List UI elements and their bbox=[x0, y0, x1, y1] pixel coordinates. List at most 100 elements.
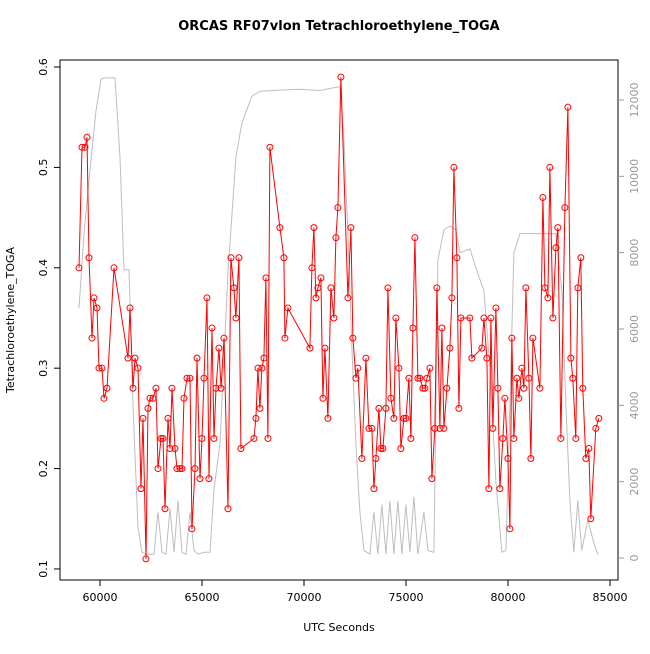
plot-frame bbox=[59, 59, 619, 581]
data-point bbox=[574, 284, 582, 292]
data-point bbox=[173, 465, 181, 473]
data-point bbox=[536, 384, 544, 392]
x-tick-label: 65000 bbox=[184, 591, 219, 604]
data-point bbox=[95, 364, 103, 372]
data-point bbox=[332, 234, 340, 242]
data-point bbox=[379, 444, 387, 452]
data-point bbox=[433, 284, 441, 292]
data-point bbox=[144, 404, 152, 412]
data-point bbox=[200, 374, 208, 382]
data-point bbox=[496, 485, 504, 493]
data-point bbox=[90, 294, 98, 302]
data-point bbox=[191, 465, 199, 473]
data-point bbox=[224, 505, 232, 513]
data-point bbox=[468, 354, 476, 362]
data-point bbox=[210, 434, 218, 442]
data-point bbox=[518, 364, 526, 372]
data-point bbox=[377, 444, 385, 452]
data-point bbox=[372, 455, 380, 463]
data-point bbox=[319, 394, 327, 402]
y2-tick-label: 12000 bbox=[628, 83, 641, 118]
y2-tick-label: 10000 bbox=[628, 159, 641, 194]
data-point bbox=[409, 324, 417, 332]
data-point bbox=[337, 73, 345, 81]
data-point bbox=[208, 324, 216, 332]
data-point bbox=[438, 324, 446, 332]
x-tick-label: 85000 bbox=[593, 591, 628, 604]
data-point bbox=[78, 143, 86, 151]
data-point bbox=[419, 384, 427, 392]
data-point bbox=[284, 304, 292, 312]
data-point bbox=[183, 374, 191, 382]
data-point bbox=[546, 163, 554, 171]
data-point bbox=[81, 143, 89, 151]
data-point bbox=[544, 294, 552, 302]
y-tick-label: 0.1 bbox=[37, 560, 50, 578]
data-point bbox=[188, 525, 196, 533]
data-point bbox=[131, 354, 139, 362]
data-point bbox=[411, 234, 419, 242]
data-point bbox=[506, 525, 514, 533]
data-point bbox=[88, 334, 96, 342]
data-point bbox=[489, 424, 497, 432]
data-point bbox=[483, 354, 491, 362]
data-point bbox=[75, 264, 83, 272]
data-point bbox=[375, 404, 383, 412]
data-point bbox=[480, 314, 488, 322]
data-point bbox=[280, 254, 288, 262]
x-tick-label: 80000 bbox=[491, 591, 526, 604]
data-point bbox=[258, 364, 266, 372]
data-point bbox=[557, 434, 565, 442]
data-point bbox=[232, 314, 240, 322]
y-tick-label: 0.3 bbox=[37, 359, 50, 377]
data-point bbox=[362, 354, 370, 362]
x-axis-label: UTC Seconds bbox=[303, 621, 375, 634]
data-point bbox=[513, 374, 521, 382]
data-point bbox=[450, 163, 458, 171]
data-point bbox=[310, 224, 318, 232]
data-point bbox=[235, 254, 243, 262]
data-point bbox=[205, 475, 213, 483]
data-point bbox=[344, 294, 352, 302]
data-point bbox=[478, 344, 486, 352]
data-point bbox=[592, 424, 600, 432]
data-point bbox=[431, 424, 439, 432]
data-point bbox=[264, 434, 272, 442]
data-point bbox=[508, 334, 516, 342]
data-point bbox=[387, 394, 395, 402]
data-point bbox=[407, 434, 415, 442]
y-tick-label: 0.4 bbox=[37, 259, 50, 277]
data-point bbox=[510, 434, 518, 442]
data-point bbox=[567, 354, 575, 362]
data-point bbox=[405, 374, 413, 382]
data-point bbox=[166, 444, 174, 452]
data-point bbox=[154, 465, 162, 473]
data-point bbox=[416, 374, 424, 382]
data-point bbox=[193, 354, 201, 362]
data-point bbox=[334, 204, 342, 212]
data-point bbox=[262, 274, 270, 282]
data-point bbox=[142, 555, 150, 563]
data-point bbox=[520, 384, 528, 392]
data-point bbox=[561, 204, 569, 212]
data-point bbox=[308, 264, 316, 272]
data-point bbox=[499, 434, 507, 442]
data-point bbox=[250, 434, 258, 442]
data-point bbox=[554, 224, 562, 232]
data-point bbox=[455, 404, 463, 412]
y-tick-label: 0.6 bbox=[37, 58, 50, 76]
secondary-line bbox=[78, 77, 599, 556]
data-point bbox=[324, 414, 332, 422]
data-point bbox=[100, 394, 108, 402]
data-point bbox=[522, 284, 530, 292]
data-point bbox=[423, 374, 431, 382]
data-point bbox=[448, 294, 456, 302]
data-point bbox=[457, 314, 465, 322]
y2-tick-label: 8000 bbox=[628, 239, 641, 267]
data-point bbox=[541, 284, 549, 292]
data-point bbox=[215, 344, 223, 352]
data-point bbox=[152, 384, 160, 392]
data-point bbox=[256, 404, 264, 412]
data-point bbox=[564, 103, 572, 111]
